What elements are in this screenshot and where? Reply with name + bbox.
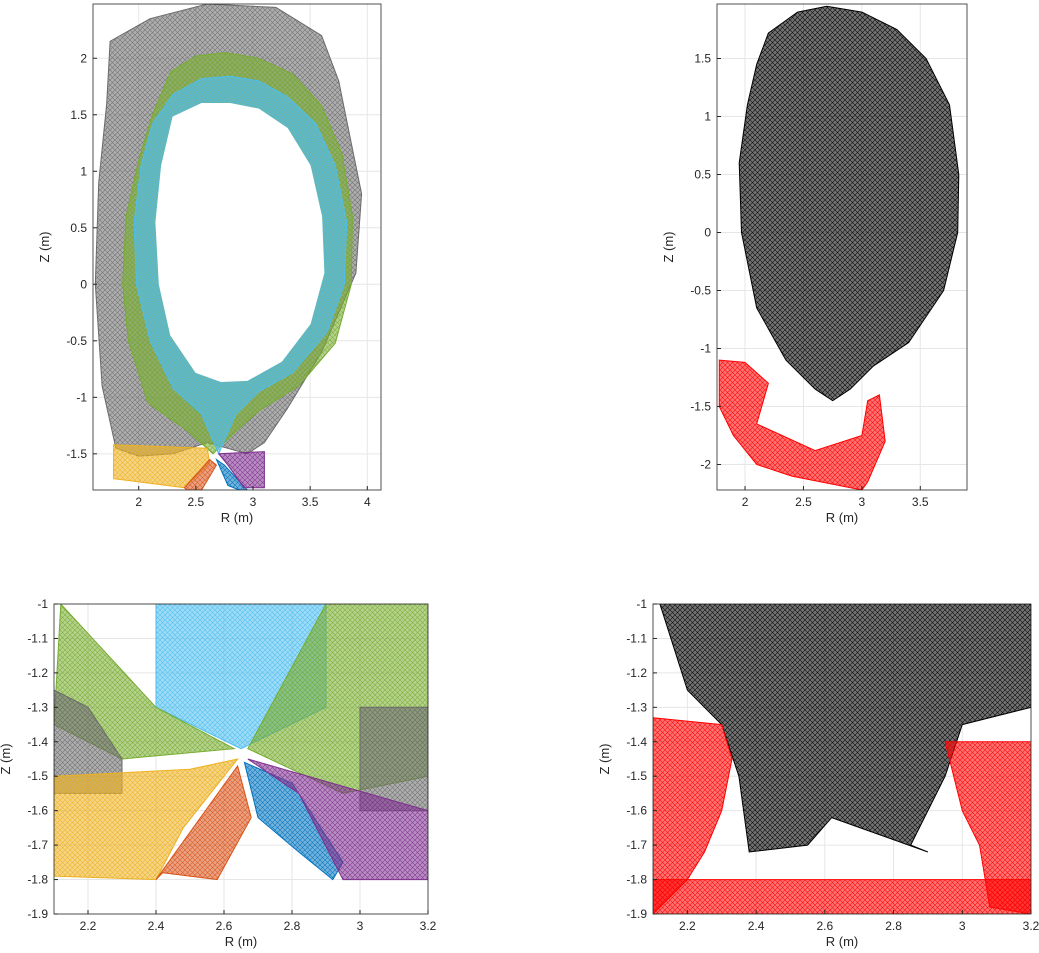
y-tick-label: -1.1 — [27, 631, 48, 645]
x-tick-label: 3.2 — [420, 919, 437, 933]
x-tick-label: 3.2 — [1023, 919, 1039, 933]
y-tick-label: -1.5 — [66, 447, 87, 461]
y-tick-label: -1.9 — [27, 907, 48, 921]
mesh-region-lines — [659, 604, 1031, 852]
axes-frame — [92, 3, 382, 491]
y-tick-label: 0.5 — [70, 221, 87, 235]
mesh-region-lines — [244, 762, 343, 880]
bottom-left-panel: 2.2 2.4 2.6 2.8 3 3.2 -1.9 -1.8 -1.7 -1.6 -1.5 -1.4… — [0, 597, 437, 949]
y-tick-label: -1.8 — [626, 873, 647, 887]
mesh-region-lines — [54, 690, 122, 794]
x-tick-label: 3 — [859, 495, 866, 509]
y-tick-label: -1.6 — [27, 804, 48, 818]
x-tick-label: 3.5 — [302, 495, 319, 509]
x-tick-label: 2.8 — [885, 919, 902, 933]
y-tick-label: -1.3 — [27, 700, 48, 714]
x-axis-label: R (m) — [826, 510, 859, 525]
mesh-region — [155, 103, 325, 383]
mesh-region-lines — [653, 879, 1031, 914]
y-tick-label: -1 — [76, 390, 87, 404]
y-tick-label: 0.5 — [694, 168, 711, 182]
axes-frame — [716, 3, 968, 491]
x-tick-label: 2.6 — [216, 919, 233, 933]
x-tick-label: 2.6 — [816, 919, 833, 933]
y-tick-label: -1.9 — [626, 907, 647, 921]
axes-frame — [53, 603, 429, 915]
x-tick-label: 4 — [364, 495, 371, 509]
mesh-region-lines — [113, 444, 210, 488]
y-tick-label: -0.5 — [66, 334, 87, 348]
y-tick-label: -1.8 — [27, 873, 48, 887]
x-tick-label: 2.8 — [284, 919, 301, 933]
y-tick-label: 1.5 — [694, 52, 711, 66]
x-tick-label: 2.4 — [748, 919, 765, 933]
y-tick-label: 1.5 — [70, 108, 87, 122]
x-tick-label: 3 — [357, 919, 364, 933]
y-tick-label: -1.5 — [626, 769, 647, 783]
y-axis-label: Z (m) — [37, 231, 52, 262]
y-tick-label: 0 — [80, 277, 87, 291]
mesh-region-lines — [218, 451, 265, 488]
x-tick-label: 2.5 — [188, 495, 205, 509]
y-tick-label: -0.5 — [690, 283, 711, 297]
x-tick-label: 2.5 — [795, 495, 812, 509]
y-tick-label: 1 — [704, 110, 711, 124]
mesh-region-lines — [54, 604, 235, 759]
y-tick-label: -1.5 — [27, 769, 48, 783]
x-tick-label: 2.2 — [80, 919, 97, 933]
y-tick-label: -1.6 — [626, 804, 647, 818]
x-axis-label: R (m) — [225, 934, 258, 949]
y-tick-label: -2 — [700, 457, 711, 471]
y-tick-label: -1 — [636, 597, 647, 611]
y-tick-label: -1.4 — [27, 735, 48, 749]
y-tick-label: -1.4 — [626, 735, 647, 749]
top-left-panel: 2 2.5 3 3.5 4 -1.5 -1 -0.5 0 0.5 1 1.5 2 R (m) Z (m) — [37, 3, 382, 525]
y-tick-label: -1.7 — [27, 838, 48, 852]
axes-frame — [652, 603, 1032, 915]
mesh-region-lines — [945, 741, 1031, 914]
bottom-right-panel: 2.2 2.4 2.6 2.8 3 3.2 -1.9 -1.8 -1.7 -1.6 -1.5 -1.4… — [597, 597, 1039, 949]
y-tick-label: -1.5 — [690, 399, 711, 413]
y-tick-label: 0 — [704, 226, 711, 240]
x-tick-label: 2.4 — [148, 919, 165, 933]
y-axis-label: Z (m) — [597, 743, 612, 774]
x-tick-label: 2 — [135, 495, 142, 509]
y-tick-label: -1.2 — [626, 666, 647, 680]
y-tick-label: -1.7 — [626, 838, 647, 852]
x-tick-label: 3.5 — [912, 495, 929, 509]
y-axis-label: Z (m) — [0, 743, 13, 774]
y-tick-label: -1 — [37, 597, 48, 611]
y-tick-label: 1 — [80, 164, 87, 178]
y-tick-label: -1.2 — [27, 666, 48, 680]
y-tick-label: -1.3 — [626, 700, 647, 714]
x-tick-label: 2.2 — [679, 919, 696, 933]
y-tick-label: 2 — [80, 51, 87, 65]
y-axis-label: Z (m) — [661, 231, 676, 262]
x-tick-label: 2 — [742, 495, 749, 509]
x-axis-label: R (m) — [221, 510, 254, 525]
mesh-region-lines — [247, 759, 428, 880]
y-tick-label: -1 — [700, 341, 711, 355]
x-tick-label: 3 — [959, 919, 966, 933]
mesh-region-lines — [54, 759, 238, 880]
mesh-region-lines — [719, 360, 886, 490]
mesh-region-lines — [184, 459, 217, 490]
x-axis-label: R (m) — [826, 934, 859, 949]
mesh-region-lines — [156, 765, 252, 880]
mesh-region-lines — [360, 707, 428, 811]
top-right-panel: 2 2.5 3 3.5 -2 -1.5 -1 -0.5 0 0.5 1 1.5 R (m) Z (m) — [661, 3, 968, 525]
y-tick-label: -1.1 — [626, 631, 647, 645]
x-tick-label: 3 — [250, 495, 257, 509]
mesh-region-lines — [653, 717, 732, 914]
mesh-region-lines — [739, 6, 959, 401]
